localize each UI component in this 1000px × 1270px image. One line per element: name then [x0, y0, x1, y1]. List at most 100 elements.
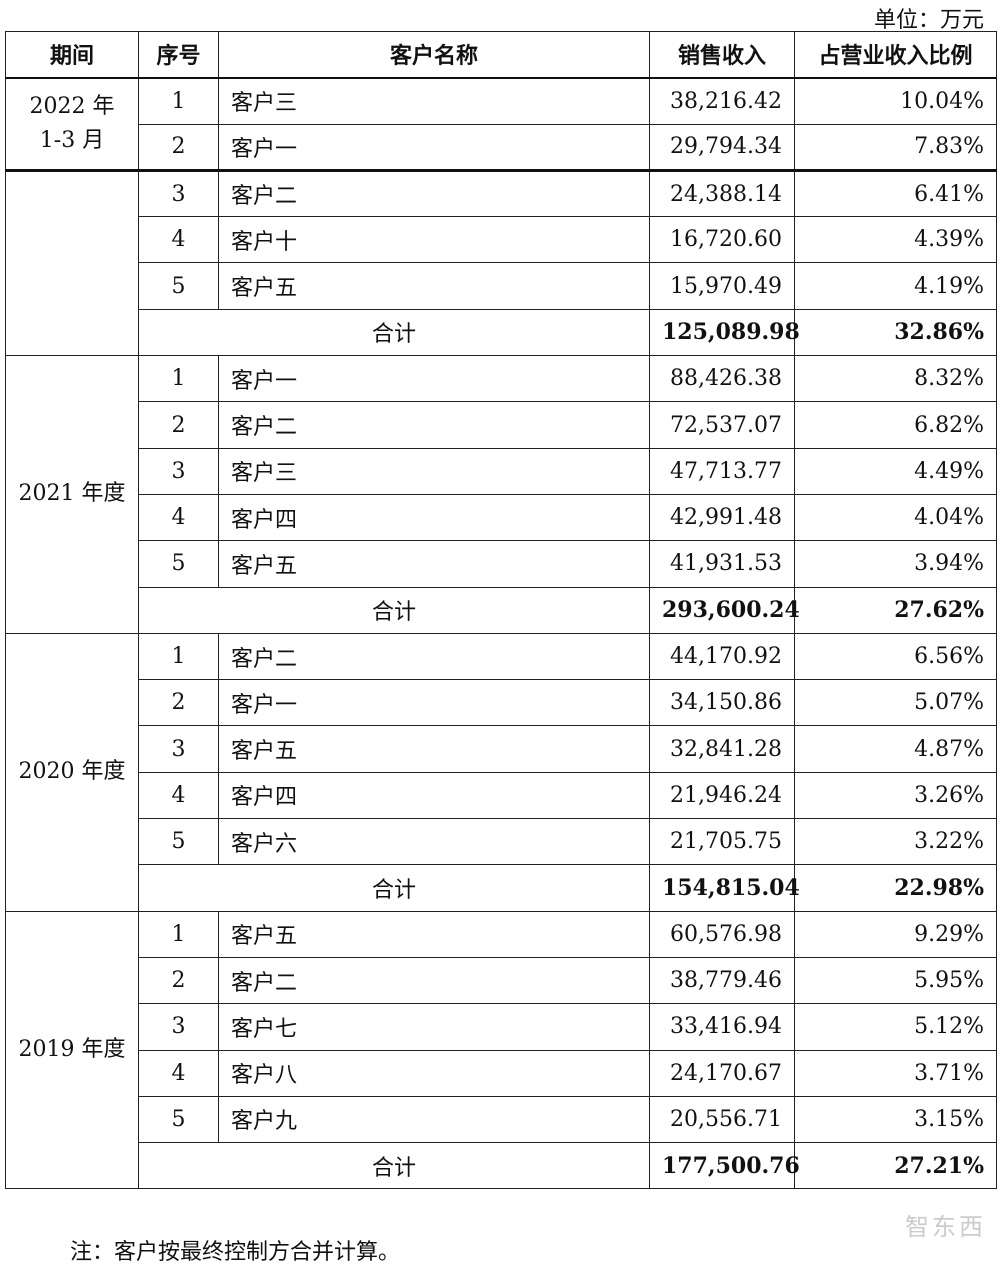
ratio-cell: 3.71% [794, 1049, 997, 1097]
ratio-cell: 4.04% [794, 493, 997, 542]
sales-cell: 32,841.28 [649, 725, 795, 773]
total-ratio-cell: 27.21% [794, 1142, 997, 1190]
footnote: 注：客户按最终控制方合并计算。 [70, 1240, 401, 1265]
ratio-cell: 8.32% [794, 355, 997, 403]
table-row: 5 客户五 15,970.49 4.19% [6, 262, 997, 310]
top-customers-table: 期间 序号 客户名称 销售收入 占营业收入比例 2022 年 1-3 月 1 客户… [5, 30, 997, 1190]
sales-cell: 47,713.77 [649, 447, 795, 495]
sales-cell: 20,556.71 [649, 1095, 795, 1144]
table-row: 3 客户五 32,841.28 4.87% [6, 725, 997, 773]
sales-cell: 24,388.14 [649, 168, 795, 218]
ratio-cell: 5.12% [794, 1003, 997, 1051]
ratio-cell: 9.29% [794, 910, 997, 958]
table-row: 4 客户四 21,946.24 3.26% [6, 771, 997, 820]
ratio-cell: 5.07% [794, 679, 997, 727]
header-period: 期间 [5, 30, 139, 79]
seq-cell: 3 [138, 1003, 219, 1051]
customer-name-cell: 客户五 [218, 910, 650, 958]
ratio-cell: 5.95% [794, 956, 997, 1005]
period-cell: 2019 年度 [5, 910, 139, 1190]
customer-name-cell: 客户四 [218, 493, 650, 542]
ratio-cell: 4.49% [794, 447, 997, 495]
table-row: 3 客户七 33,416.94 5.12% [6, 1003, 997, 1051]
customer-name-cell: 客户七 [218, 1003, 650, 1051]
seq-cell: 4 [138, 493, 219, 542]
ratio-cell: 6.82% [794, 401, 997, 449]
total-label: 合计 [138, 1142, 650, 1190]
total-sales-cell: 293,600.24 [649, 586, 800, 634]
period-label-line2: 1-3 月 [39, 127, 105, 153]
seq-cell: 3 [138, 168, 219, 218]
ratio-cell: 3.15% [794, 1095, 997, 1144]
total-row: 合计 177,500.76 27.21% [6, 1142, 997, 1190]
table-row: 5 客户六 21,705.75 3.22% [6, 818, 997, 866]
customer-name-cell: 客户五 [218, 262, 650, 310]
total-label: 合计 [138, 308, 650, 357]
total-sales-cell: 177,500.76 [649, 1142, 800, 1190]
total-ratio-cell: 22.98% [794, 864, 997, 912]
total-ratio-cell: 27.62% [794, 586, 997, 634]
table-row: 2022 年 1-3 月 1 客户三 38,216.42 10.04% [5, 77, 997, 171]
seq-cell: 1 [138, 910, 219, 958]
sales-cell: 44,170.92 [649, 632, 795, 681]
seq-cell: 1 [138, 77, 219, 125]
seq-cell: 4 [138, 771, 219, 820]
watermark-logo: 智东西 [905, 1213, 986, 1241]
period-cell: 2022 年 1-3 月 [5, 77, 139, 171]
ratio-cell: 7.83% [794, 123, 997, 171]
table-row: 4 客户十 16,720.60 4.39% [6, 216, 997, 264]
table-row: 2 客户二 38,779.46 5.95% [6, 956, 997, 1005]
customer-name-cell: 客户一 [218, 679, 650, 727]
seq-cell: 2 [138, 401, 219, 449]
total-ratio-cell: 32.86% [794, 308, 997, 357]
seq-cell: 1 [138, 632, 219, 681]
table-row: 5 客户九 20,556.71 3.15% [6, 1095, 997, 1144]
customer-name-cell: 客户二 [218, 632, 650, 681]
header-seq: 序号 [138, 30, 219, 79]
seq-cell: 5 [138, 818, 219, 866]
table-row: 3 客户三 47,713.77 4.49% [6, 447, 997, 495]
header-customer-name: 客户名称 [218, 30, 650, 79]
sales-cell: 60,576.98 [649, 910, 795, 958]
customer-name-cell: 客户六 [218, 818, 650, 866]
customer-name-cell: 客户二 [218, 956, 650, 1005]
total-row: 合计 293,600.24 27.62% [6, 586, 997, 634]
sales-cell: 88,426.38 [649, 355, 795, 403]
sales-cell: 42,991.48 [649, 493, 795, 542]
seq-cell: 5 [138, 1095, 219, 1144]
ratio-cell: 4.19% [794, 262, 997, 310]
table-row: 2 客户二 72,537.07 6.82% [6, 401, 997, 449]
ratio-cell: 10.04% [794, 77, 997, 125]
total-row: 合计 125,089.98 32.86% [6, 308, 997, 357]
ratio-cell: 6.56% [794, 632, 997, 681]
ratio-cell: 3.22% [794, 818, 997, 866]
unit-label: 单位：万元 [873, 8, 984, 33]
table-row: 4 客户八 24,170.67 3.71% [6, 1049, 997, 1097]
seq-cell: 2 [138, 123, 219, 171]
sales-cell: 21,946.24 [649, 771, 795, 820]
customer-name-cell: 客户十 [218, 216, 650, 264]
table-row: 2 客户一 34,150.86 5.07% [6, 679, 997, 727]
period-cell-empty [5, 168, 139, 357]
seq-cell: 3 [138, 447, 219, 495]
seq-cell: 4 [138, 216, 219, 264]
customer-name-cell: 客户三 [218, 77, 650, 125]
seq-cell: 2 [138, 679, 219, 727]
customer-name-cell: 客户八 [218, 1049, 650, 1097]
header-row: 期间 序号 客户名称 销售收入 占营业收入比例 [5, 30, 997, 79]
table-row: 3 客户二 24,388.14 6.41% [5, 168, 997, 357]
customer-name-cell: 客户二 [218, 168, 650, 218]
customer-name-cell: 客户二 [218, 401, 650, 449]
ratio-cell: 3.94% [794, 540, 997, 588]
sales-cell: 72,537.07 [649, 401, 795, 449]
ratio-cell: 3.26% [794, 771, 997, 820]
seq-cell: 5 [138, 540, 219, 588]
seq-cell: 2 [138, 956, 219, 1005]
total-sales-cell: 154,815.04 [649, 864, 800, 912]
sales-cell: 33,416.94 [649, 1003, 795, 1051]
table-row: 2020 年度 1 客户二 44,170.92 6.56% [5, 632, 997, 912]
sales-cell: 16,720.60 [649, 216, 795, 264]
seq-cell: 5 [138, 262, 219, 310]
period-cell: 2020 年度 [5, 632, 139, 912]
sales-cell: 38,216.42 [649, 77, 795, 125]
